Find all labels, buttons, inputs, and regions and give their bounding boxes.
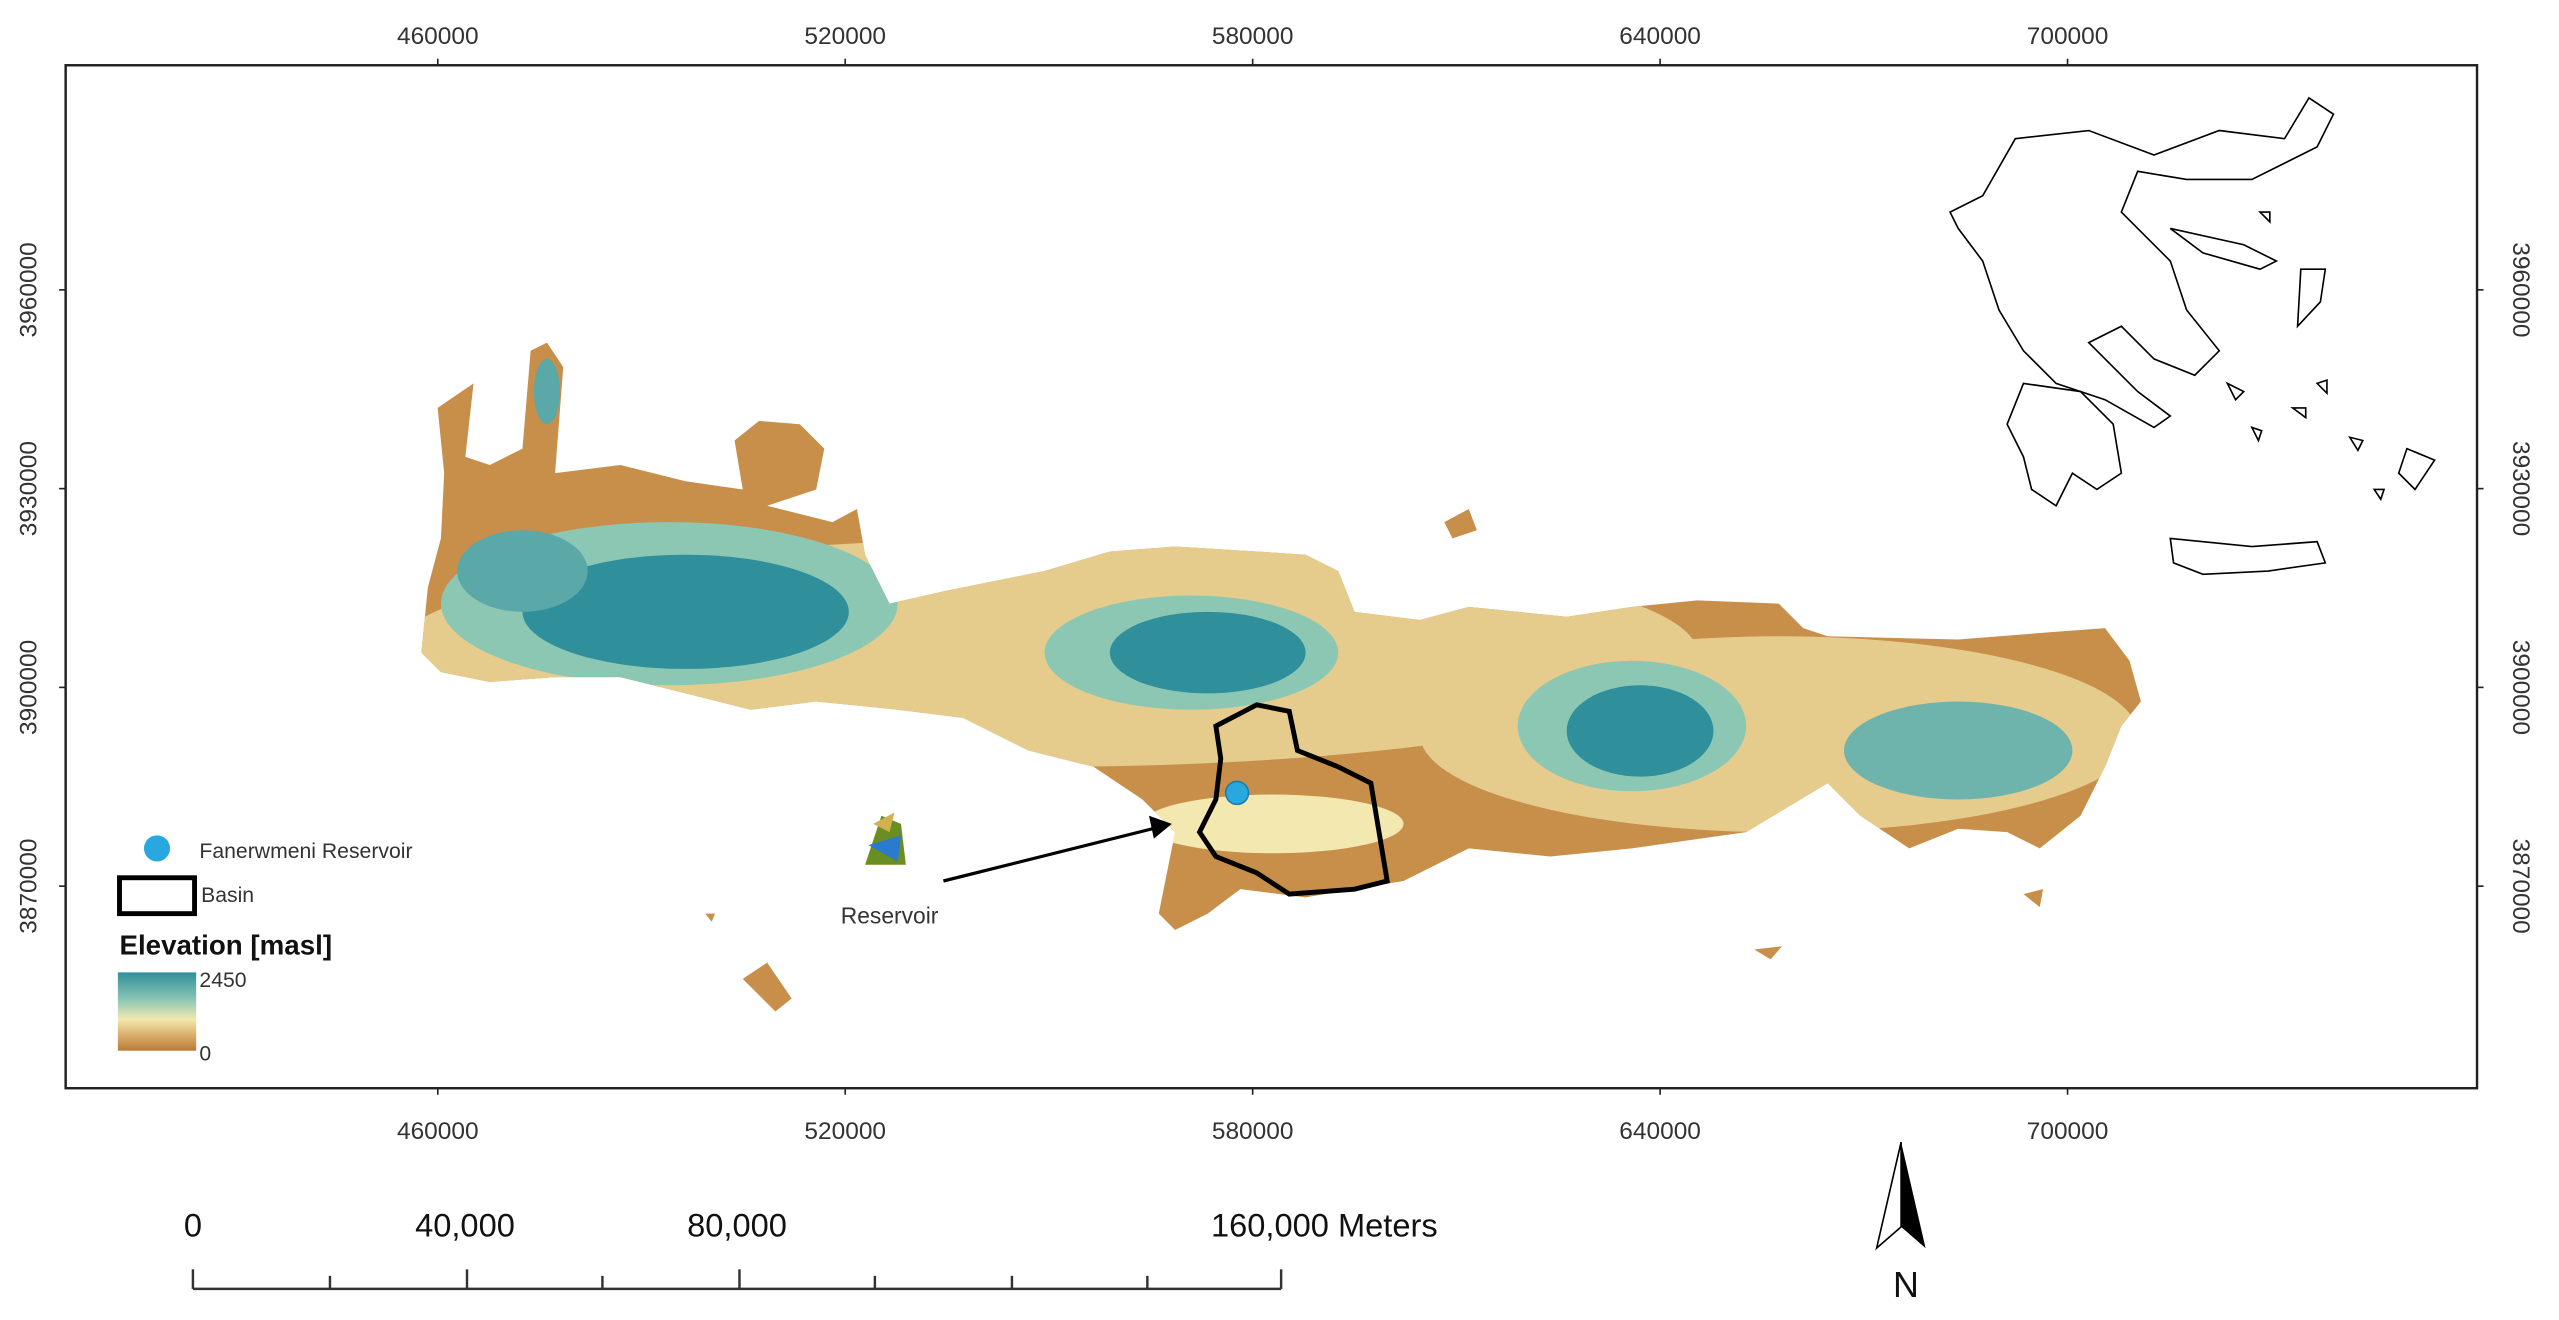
- scale-label: 160,000 Meters: [1211, 1207, 1438, 1244]
- scale-label: 80,000: [687, 1207, 787, 1244]
- legend-elevation-min: 0: [199, 1042, 211, 1065]
- arrow-head: [1148, 815, 1172, 839]
- legend-elevation-max: 2450: [199, 969, 246, 992]
- annotation-arrow: [943, 825, 1160, 883]
- x-tick-label-top: 580000: [1212, 23, 1294, 50]
- y-tick-label-right: 3900000: [2507, 640, 2534, 735]
- x-tick-label-bottom: 580000: [1212, 1118, 1294, 1145]
- annotation-label: Reservoir: [841, 902, 939, 928]
- y-tick-label-right: 3960000: [2507, 242, 2534, 337]
- legend-elevation-title: Elevation [masl]: [119, 929, 332, 960]
- x-tick-label-bottom: 520000: [804, 1118, 886, 1145]
- legend-basin-label: Basin: [201, 884, 254, 907]
- x-tick-label-top: 700000: [2027, 23, 2109, 50]
- reservoir-point: [1224, 780, 1250, 806]
- x-tick-label-bottom: 640000: [1619, 1118, 1701, 1145]
- reservoir-icon: [865, 812, 906, 865]
- legend-reservoir-label: Fanerwmeni Reservoir: [199, 840, 412, 863]
- north-arrow: N: [1875, 1141, 1926, 1305]
- crete-elevation: [421, 342, 2141, 930]
- y-tick-label-right: 3930000: [2507, 441, 2534, 536]
- x-tick-label-top: 460000: [397, 23, 479, 50]
- legend-basin-symbol: [117, 875, 197, 917]
- legend-reservoir-symbol: [143, 835, 171, 862]
- x-tick-label-bottom: 700000: [2027, 1118, 2109, 1145]
- x-tick-label-top: 640000: [1619, 23, 1701, 50]
- map-frame: [64, 64, 2479, 1090]
- scale-label: 40,000: [415, 1207, 515, 1244]
- y-tick-label-right: 3870000: [2507, 839, 2534, 934]
- scale-label: 0: [184, 1207, 202, 1244]
- basin-outline: [1196, 702, 1390, 897]
- scale-bar: [191, 1269, 1283, 1291]
- y-tick-label-left: 3900000: [15, 640, 42, 735]
- greece-inset: [1948, 96, 2436, 576]
- x-tick-label-bottom: 460000: [397, 1118, 479, 1145]
- legend-elevation-ramp: [117, 972, 197, 1051]
- north-label: N: [1893, 1265, 1919, 1305]
- y-tick-label-left: 3930000: [15, 441, 42, 536]
- y-tick-label-left: 3960000: [15, 242, 42, 337]
- x-tick-label-top: 520000: [804, 23, 886, 50]
- legend: Fanerwmeni Reservoir Basin Elevation [ma…: [117, 835, 413, 1065]
- y-tick-label-left: 3870000: [15, 839, 42, 934]
